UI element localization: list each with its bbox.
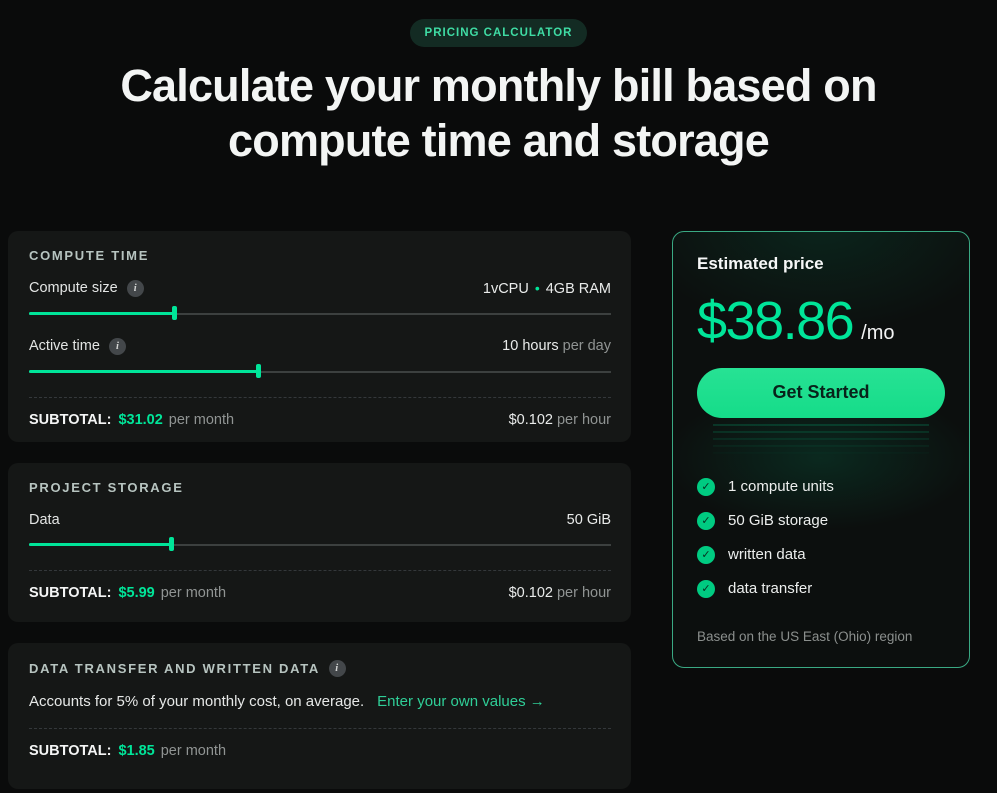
compute-time-title: COMPUTE TIME — [29, 247, 150, 263]
data-transfer-title-text: DATA TRANSFER AND WRITTEN DATA — [29, 660, 320, 676]
price-period: /mo — [861, 321, 895, 344]
subtotal-amount: $31.02 — [118, 411, 163, 428]
check-icon: ✓ — [697, 477, 715, 496]
feature-label: 50 GiB storage — [728, 512, 829, 530]
slider-fill — [29, 537, 174, 552]
subtotal-label: SUBTOTAL: — [29, 411, 112, 428]
estimated-price-title: Estimated price — [697, 253, 824, 273]
compute-subtotal-row: SUBTOTAL: $31.02 per month $0.102 per hour — [29, 398, 611, 442]
subtotal-period: per month — [168, 411, 235, 428]
storage-data-label-group: Data — [29, 512, 60, 528]
slider-fill — [29, 364, 261, 379]
feature-list: ✓ 1 compute units ✓ 50 GiB storage ✓ wri… — [697, 477, 945, 598]
compute-size-slider[interactable] — [29, 306, 611, 321]
slider-fill — [29, 306, 177, 321]
storage-rate: $0.102 per hour — [509, 585, 611, 601]
calculator-layout: COMPUTE TIME Compute size i 1vCPU • 4GB RA… — [8, 230, 970, 789]
compute-size-label-group: Compute size i — [29, 279, 144, 297]
subtotal-label: SUBTOTAL: — [29, 584, 112, 601]
feature-data-transfer: ✓ data transfer — [697, 579, 945, 598]
dashed-divider — [29, 727, 611, 729]
subtotal-amount: $5.99 — [118, 584, 155, 601]
rate-value: $0.102 — [508, 411, 553, 428]
compute-size-row: Compute size i 1vCPU • 4GB RAM — [29, 279, 611, 297]
active-time-label: Active time — [29, 338, 100, 355]
active-hours-unit: per day — [562, 338, 611, 355]
info-icon[interactable]: i — [126, 279, 144, 297]
enter-own-values-link[interactable]: Enter your own values → — [377, 692, 545, 710]
dashed-divider — [29, 396, 611, 398]
estimated-price-card: Estimated price $38.86 /mo Get Started ✓… — [672, 230, 970, 668]
data-transfer-card: DATA TRANSFER AND WRITTEN DATA i Account… — [8, 642, 631, 789]
active-time-label-group: Active time i — [29, 337, 126, 355]
project-storage-title: PROJECT STORAGE — [29, 479, 184, 495]
button-reflection-decoration — [713, 423, 929, 462]
transfer-subtotal: SUBTOTAL: $1.85 per month — [29, 743, 226, 759]
slider-thumb[interactable] — [171, 306, 177, 321]
storage-gib-value: 50 GiB — [566, 511, 611, 528]
hero-section: PRICING CALCULATOR Calculate your monthl… — [0, 0, 997, 169]
data-transfer-title: DATA TRANSFER AND WRITTEN DATA i — [29, 659, 611, 677]
compute-cpu-value: 1vCPU — [482, 280, 529, 297]
dashed-divider — [29, 569, 611, 571]
storage-data-label: Data — [29, 511, 60, 528]
subtotal-amount: $1.85 — [118, 742, 155, 759]
slider-track[interactable] — [29, 543, 611, 546]
storage-data-row: Data 50 GiB — [29, 512, 611, 528]
check-icon: ✓ — [697, 545, 715, 564]
pricing-calculator-badge: PRICING CALCULATOR — [409, 19, 588, 47]
page-title: Calculate your monthly bill based on comp… — [0, 59, 997, 169]
feature-written-data: ✓ written data — [697, 545, 945, 564]
storage-subtotal-row: SUBTOTAL: $5.99 per month $0.102 per hour — [29, 571, 611, 617]
check-icon: ✓ — [697, 579, 715, 598]
active-hours-value: 10 hours — [502, 338, 559, 355]
compute-ram-value: 4GB RAM — [545, 280, 611, 297]
storage-data-value: 50 GiB — [567, 512, 611, 528]
active-time-slider[interactable] — [29, 364, 611, 379]
page-title-line1: Calculate your monthly bill based on — [120, 60, 877, 111]
info-icon[interactable]: i — [108, 337, 126, 355]
feature-label: written data — [728, 546, 806, 564]
subtotal-label: SUBTOTAL: — [29, 742, 112, 759]
calculator-cards-column: COMPUTE TIME Compute size i 1vCPU • 4GB RA… — [8, 230, 631, 789]
feature-label: data transfer — [728, 580, 813, 598]
price-value: $38.86 — [697, 290, 855, 351]
transfer-subtotal-row: SUBTOTAL: $1.85 per month — [29, 729, 611, 775]
feature-label: 1 compute units — [728, 478, 834, 496]
subtotal-period: per month — [160, 742, 227, 759]
compute-time-card: COMPUTE TIME Compute size i 1vCPU • 4GB RA… — [8, 230, 631, 442]
slider-track[interactable] — [29, 312, 611, 315]
active-time-value: 10 hours per day — [502, 338, 611, 354]
compute-subtotal: SUBTOTAL: $31.02 per month — [29, 412, 234, 428]
check-icon: ✓ — [697, 511, 715, 530]
dot-separator-icon: • — [534, 279, 540, 296]
compute-rate: $0.102 per hour — [509, 412, 611, 428]
slider-thumb[interactable] — [168, 537, 174, 552]
region-note: Based on the US East (Ohio) region — [697, 628, 913, 644]
page-title-line2: compute time and storage — [228, 114, 770, 166]
feature-storage: ✓ 50 GiB storage — [697, 511, 945, 530]
compute-size-label: Compute size — [29, 280, 118, 297]
storage-subtotal: SUBTOTAL: $5.99 per month — [29, 585, 226, 601]
feature-compute-units: ✓ 1 compute units — [697, 477, 945, 496]
price-row: $38.86 /mo — [697, 290, 945, 352]
compute-size-value: 1vCPU • 4GB RAM — [483, 280, 611, 297]
rate-period: per hour — [556, 411, 611, 428]
rate-period: per hour — [556, 584, 611, 601]
storage-data-slider[interactable] — [29, 537, 611, 552]
info-icon[interactable]: i — [329, 659, 346, 677]
subtotal-period: per month — [160, 584, 227, 601]
slider-track[interactable] — [29, 370, 611, 373]
data-transfer-description: Accounts for 5% of your monthly cost, on… — [29, 692, 365, 710]
get-started-button[interactable]: Get Started — [697, 367, 945, 418]
data-transfer-description-row: Accounts for 5% of your monthly cost, on… — [29, 693, 611, 710]
rate-value: $0.102 — [508, 584, 553, 601]
slider-thumb[interactable] — [255, 364, 261, 379]
active-time-row: Active time i 10 hours per day — [29, 337, 611, 355]
project-storage-card: PROJECT STORAGE Data 50 GiB SUBTOTAL: $5.… — [8, 462, 631, 622]
